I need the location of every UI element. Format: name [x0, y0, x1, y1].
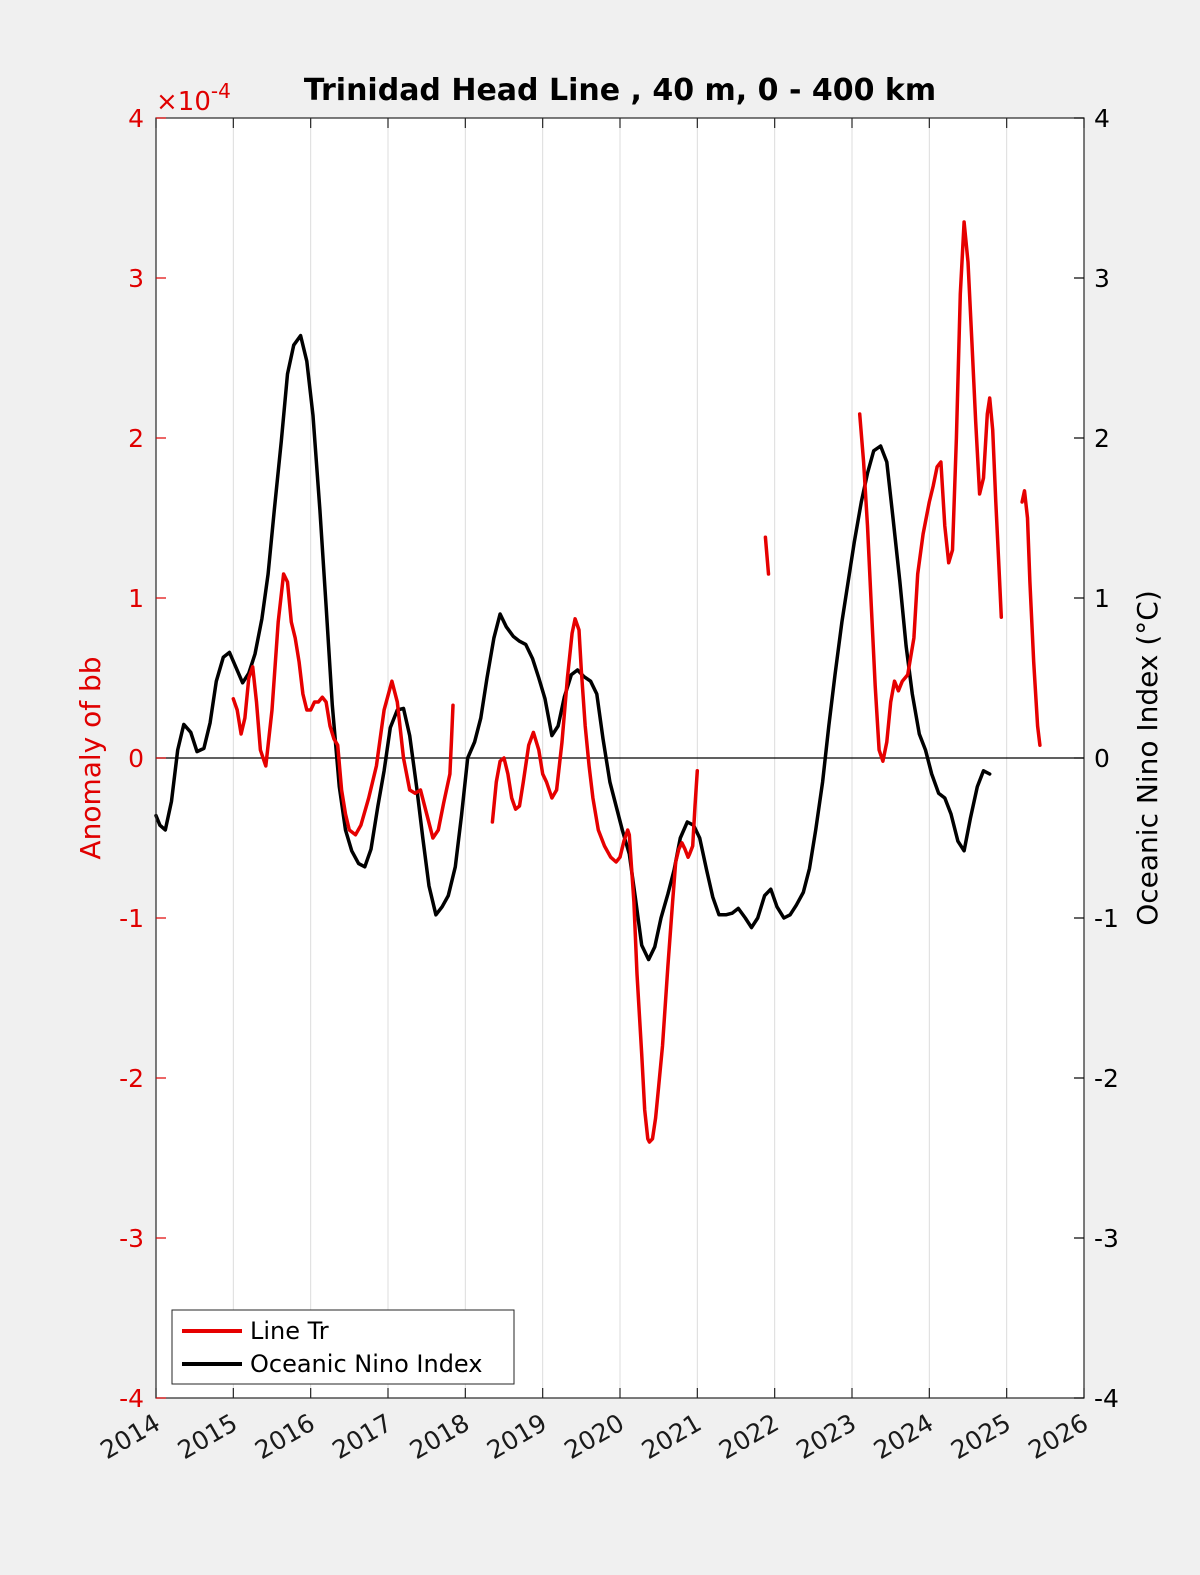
y-tick-label-left: -4 [119, 1384, 144, 1413]
y-tick-label-right: 1 [1094, 584, 1110, 613]
y-tick-label-right: 4 [1094, 104, 1110, 133]
multiplier-exponent: -4 [211, 79, 231, 103]
y-tick-label-left: -1 [119, 904, 144, 933]
series-line-tr-segment-2 [763, 535, 771, 576]
y-axis-label-right: Oceanic Nino Index (°C) [1131, 590, 1164, 926]
tick-labels: 2014 2015 2016 2017 2018 2019 2020 2021 2022 2023… [95, 104, 1119, 1465]
y-tick-label-left: 3 [128, 264, 144, 293]
y-tick-label-left: -2 [119, 1064, 144, 1093]
series-line-tr-segment-0 [231, 572, 455, 840]
y-tick-label-right: -1 [1094, 904, 1119, 933]
y-axis-label-left: Anomaly of bb [74, 656, 107, 859]
y-tick-label-right: -3 [1094, 1224, 1119, 1253]
series-line-tr-segment-3 [857, 220, 1004, 763]
y-tick-label-right: 3 [1094, 264, 1110, 293]
legend-label-line-tr: Line Tr [250, 1317, 329, 1345]
series-line-oni [154, 333, 992, 962]
y-tick-label-left: 1 [128, 584, 144, 613]
multiplier-base: ×10 [156, 87, 211, 117]
legend-label-oni: Oceanic Nino Index [250, 1350, 482, 1378]
y-tick-label-right: -4 [1094, 1384, 1119, 1413]
y-tick-label-right: -2 [1094, 1064, 1119, 1093]
y-tick-label-right: 0 [1094, 744, 1110, 773]
series-group [154, 220, 1042, 1144]
y-tick-label-left: 4 [128, 104, 144, 133]
series-line-tr-segment-1 [490, 617, 700, 1144]
series-line-tr-segment-4 [1020, 489, 1042, 747]
legend-box [171, 1309, 515, 1385]
ticks [155, 117, 1085, 1399]
y-tick-label-right: 2 [1094, 424, 1110, 453]
y-tick-label-left: 2 [128, 424, 144, 453]
left-axis-multiplier: ×10-4 [156, 79, 231, 117]
y-tick-label-left: 0 [128, 744, 144, 773]
y-tick-label-left: -3 [119, 1224, 144, 1253]
legend: Line Tr Oceanic Nino Index [171, 1309, 515, 1385]
chart-title: Trinidad Head Line , 40 m, 0 - 400 km [304, 73, 936, 108]
